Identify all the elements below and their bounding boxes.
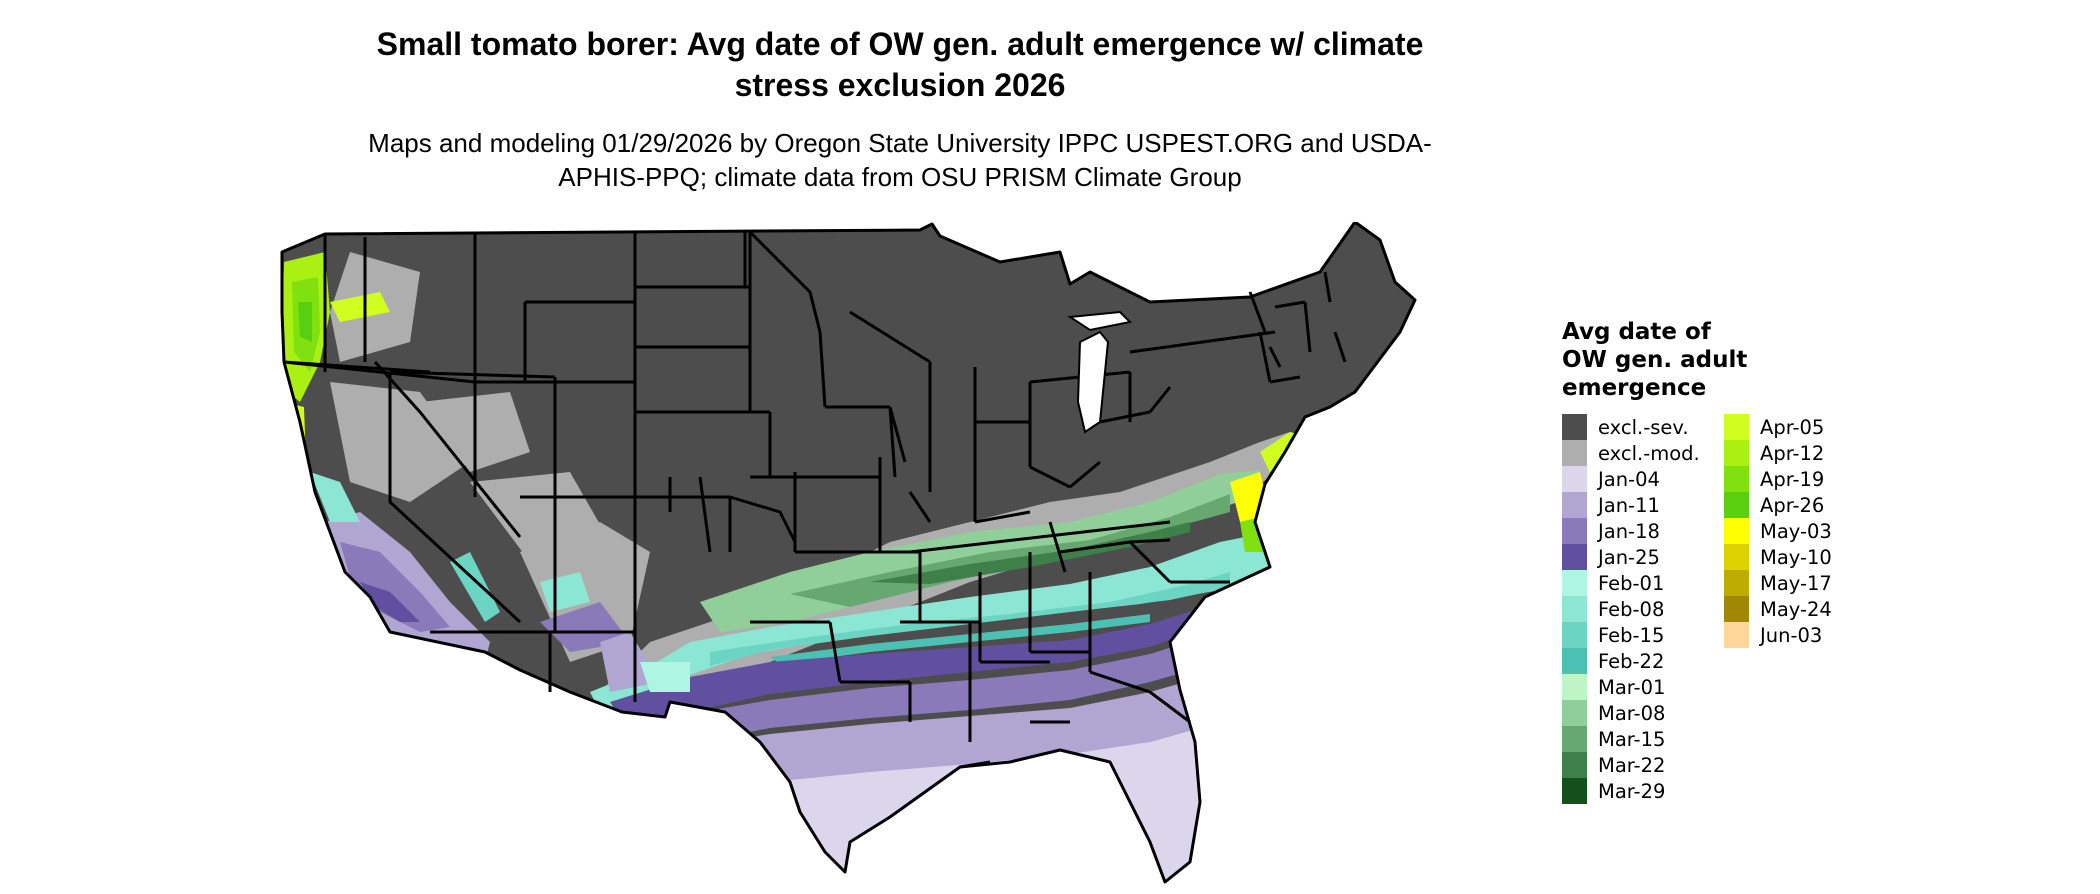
legend-swatch [1562, 518, 1587, 544]
legend-swatch [1562, 674, 1587, 700]
legend-label: excl.-sev. [1598, 415, 1689, 439]
legend-item: Jan-25 [1562, 544, 1700, 570]
legend-item: Jan-04 [1562, 466, 1700, 492]
legend-label: Mar-01 [1598, 675, 1666, 699]
legend-item: Mar-01 [1562, 674, 1700, 700]
legend-swatch [1724, 492, 1749, 518]
legend-item: May-17 [1724, 570, 1832, 596]
legend-label: Mar-15 [1598, 727, 1666, 751]
legend-item: Mar-15 [1562, 726, 1700, 752]
legend-item: Feb-22 [1562, 648, 1700, 674]
map-subtitle: Maps and modeling 01/29/2026 by Oregon S… [368, 128, 1432, 192]
state-borders [280, 222, 1417, 884]
legend-item: Jan-11 [1562, 492, 1700, 518]
legend-swatch [1724, 622, 1749, 648]
legend-item: Apr-12 [1724, 440, 1832, 466]
legend-item: excl.-sev. [1562, 414, 1700, 440]
legend-swatch [1562, 596, 1587, 622]
legend-title: Avg date of OW gen. adult emergence [1562, 319, 1748, 401]
legend-label: Jun-03 [1760, 623, 1823, 647]
legend-label: excl.-mod. [1598, 441, 1700, 465]
legend-item: Jan-18 [1562, 518, 1700, 544]
us-map [280, 222, 1417, 884]
legend-label: Jan-04 [1598, 467, 1660, 491]
legend-swatch [1562, 414, 1587, 440]
legend-label: Mar-08 [1598, 701, 1666, 725]
map-title: Small tomato borer: Avg date of OW gen. … [376, 26, 1424, 103]
legend-swatch [1724, 440, 1749, 466]
great-lakes [1067, 310, 1133, 434]
legend-item: excl.-mod. [1562, 440, 1700, 466]
legend-swatch [1562, 492, 1587, 518]
legend-label: Feb-22 [1598, 649, 1665, 673]
legend: Avg date of OW gen. adult emergence excl… [1562, 318, 1892, 814]
legend-swatch [1562, 726, 1587, 752]
legend-column-2: Apr-05 Apr-12 Apr-19 Apr-26 May-03 May-10 May-… [1724, 414, 1832, 648]
legend-item: May-03 [1724, 518, 1832, 544]
legend-label: Apr-05 [1760, 415, 1825, 439]
legend-label: May-17 [1760, 571, 1832, 595]
title-block: Small tomato borer: Avg date of OW gen. … [330, 24, 1470, 194]
legend-label: Jan-11 [1598, 493, 1660, 517]
legend-swatch [1724, 544, 1749, 570]
legend-swatch [1562, 440, 1587, 466]
legend-label: Mar-22 [1598, 753, 1666, 777]
legend-label: Apr-19 [1760, 467, 1825, 491]
legend-item: Feb-08 [1562, 596, 1700, 622]
legend-swatch [1562, 648, 1587, 674]
legend-item: May-24 [1724, 596, 1832, 622]
legend-swatch [1724, 596, 1749, 622]
legend-swatch [1562, 622, 1587, 648]
legend-swatch [1724, 414, 1749, 440]
legend-item: Mar-29 [1562, 778, 1700, 804]
legend-column-1: excl.-sev. excl.-mod. Jan-04 Jan-11 Jan-18 Ja… [1562, 414, 1700, 804]
legend-label: Feb-15 [1598, 623, 1665, 647]
legend-swatch [1562, 700, 1587, 726]
legend-label: May-24 [1760, 597, 1832, 621]
legend-swatch [1562, 570, 1587, 596]
legend-item: Feb-15 [1562, 622, 1700, 648]
map-fill [282, 222, 1415, 882]
legend-label: Jan-18 [1598, 519, 1660, 543]
legend-swatch [1724, 570, 1749, 596]
legend-label: Apr-12 [1760, 441, 1825, 465]
legend-swatch [1724, 518, 1749, 544]
legend-label: May-03 [1760, 519, 1832, 543]
legend-item: Mar-08 [1562, 700, 1700, 726]
legend-label: Feb-08 [1598, 597, 1665, 621]
legend-swatch [1724, 466, 1749, 492]
legend-item: Feb-01 [1562, 570, 1700, 596]
legend-label: Jan-25 [1598, 545, 1660, 569]
legend-swatch [1562, 466, 1587, 492]
legend-label: Mar-29 [1598, 779, 1666, 803]
legend-label: May-10 [1760, 545, 1832, 569]
legend-item: Apr-26 [1724, 492, 1832, 518]
legend-item: May-10 [1724, 544, 1832, 570]
legend-item: Apr-19 [1724, 466, 1832, 492]
legend-swatch [1562, 544, 1587, 570]
legend-item: Jun-03 [1724, 622, 1832, 648]
legend-item: Apr-05 [1724, 414, 1832, 440]
legend-label: Apr-26 [1760, 493, 1825, 517]
legend-label: Feb-01 [1598, 571, 1665, 595]
legend-swatch [1562, 778, 1587, 804]
legend-swatch [1562, 752, 1587, 778]
legend-columns: excl.-sev. excl.-mod. Jan-04 Jan-11 Jan-18 Ja… [1562, 414, 1892, 814]
legend-item: Mar-22 [1562, 752, 1700, 778]
